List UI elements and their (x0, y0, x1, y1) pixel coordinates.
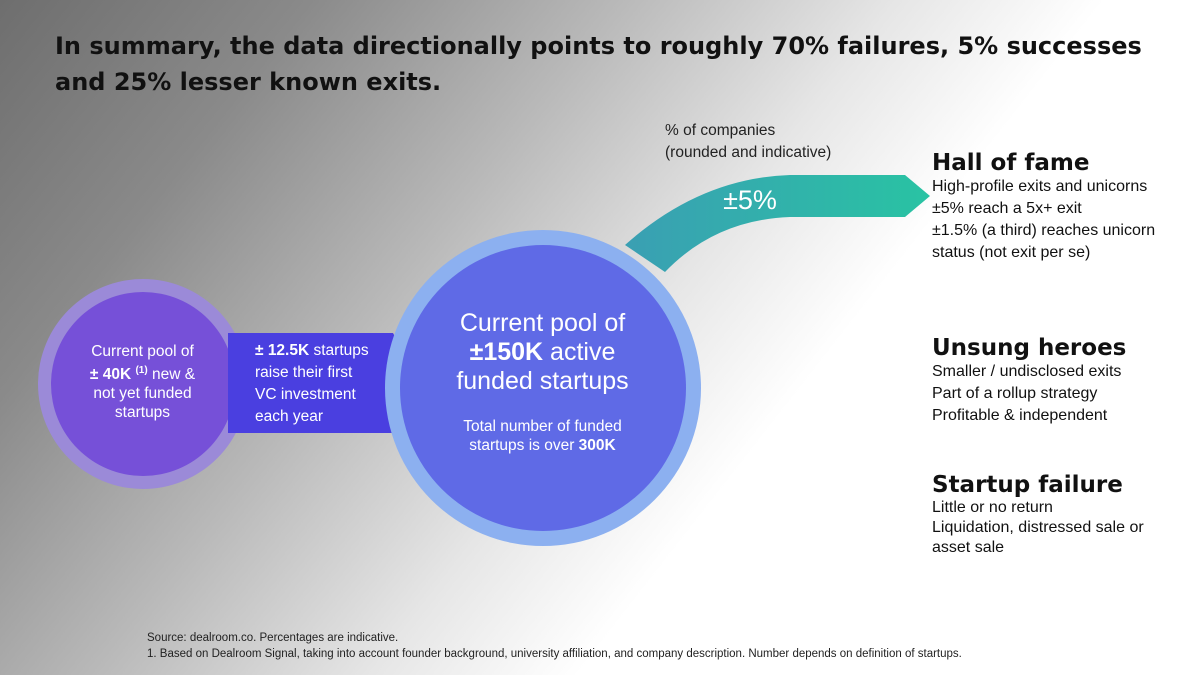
big-circle-line1: Current pool of (459, 309, 626, 337)
big-circle-line3: funded startups (456, 367, 629, 395)
outcome-line: Part of a rollup strategy (932, 385, 1098, 402)
big-circle-text: Current pool of ±150K active funded star… (425, 309, 660, 396)
big-circle-total: 300K (578, 437, 616, 454)
outcome-line: High-profile exits and unicorns (932, 178, 1148, 195)
small-circle-line2: ± 40K (1) new & (70, 361, 215, 384)
arrow-line2: raise their first (255, 364, 353, 381)
outcome-line: ±5% reach a 5x+ exit (932, 200, 1082, 217)
percent-label-line1: % of companies (665, 122, 776, 139)
outcome-line: Liquidation, distressed sale or asset sa… (932, 519, 1144, 556)
arrow-text: ± 12.5K startups raise their first VC in… (255, 340, 395, 428)
small-circle-line1: Current pool of (91, 343, 194, 360)
big-circle-sub2-start: startups is over (469, 437, 579, 454)
footnote: 1. Based on Dealroom Signal, taking into… (147, 648, 962, 660)
big-circle-line2: ±150K active (425, 338, 660, 367)
outcome-hall-of-fame: Hall of fame High-profile exits and unic… (932, 150, 1182, 264)
arrow-line4: each year (255, 408, 324, 425)
outcome-heading: Hall of fame (932, 150, 1090, 176)
small-circle-line4: startups (114, 404, 171, 422)
outcome-heading: Unsung heroes (932, 335, 1127, 361)
small-circle-line3: not yet funded (93, 385, 192, 403)
small-circle (51, 292, 235, 476)
page-title: In summary, the data directionally point… (55, 32, 1142, 96)
outcome-line: Profitable & independent (932, 407, 1108, 424)
big-circle-sub2: startups is over 300K (430, 436, 655, 455)
small-circle-text: Current pool of ± 40K (1) new & not yet … (70, 342, 215, 422)
flow-band-hall-of-fame (625, 175, 930, 272)
big-circle-count: ±150K (469, 338, 544, 366)
percent-label: % of companies (rounded and indicative) (665, 120, 885, 164)
arrow-count: ± 12.5K (255, 342, 310, 359)
outcome-startup-failure: Startup failure Little or no return Liqu… (932, 472, 1182, 558)
arrow-band (228, 333, 420, 433)
percent-label-line2: (rounded and indicative) (665, 144, 832, 161)
small-circle-line2-rest: new & (147, 366, 196, 384)
big-circle (400, 245, 686, 531)
footer: Source: dealroom.co. Percentages are ind… (147, 630, 962, 662)
small-circle-count: ± 40K (89, 366, 132, 384)
outcome-line: Little or no return (932, 499, 1053, 516)
big-circle-sub1: Total number of funded (463, 418, 622, 435)
footnote-mark: (1) (135, 365, 148, 376)
outcome-line: ±1.5% (a third) reaches unicorn status (… (932, 222, 1156, 261)
outcome-unsung-heroes: Unsung heroes Smaller / undisclosed exit… (932, 335, 1182, 427)
big-circle-subtext: Total number of funded startups is over … (430, 417, 655, 455)
source-note: Source: dealroom.co. Percentages are ind… (147, 632, 399, 644)
big-circle-line2-rest: active (543, 338, 616, 366)
flow-value-label: ±5% (723, 185, 777, 215)
arrow-line1: ± 12.5K startups (255, 340, 395, 362)
arrow-line3: VC investment (255, 386, 356, 403)
arrow-line1-rest: startups (309, 342, 369, 359)
outcome-heading: Startup failure (932, 472, 1123, 498)
outcome-line: Smaller / undisclosed exits (932, 363, 1122, 380)
